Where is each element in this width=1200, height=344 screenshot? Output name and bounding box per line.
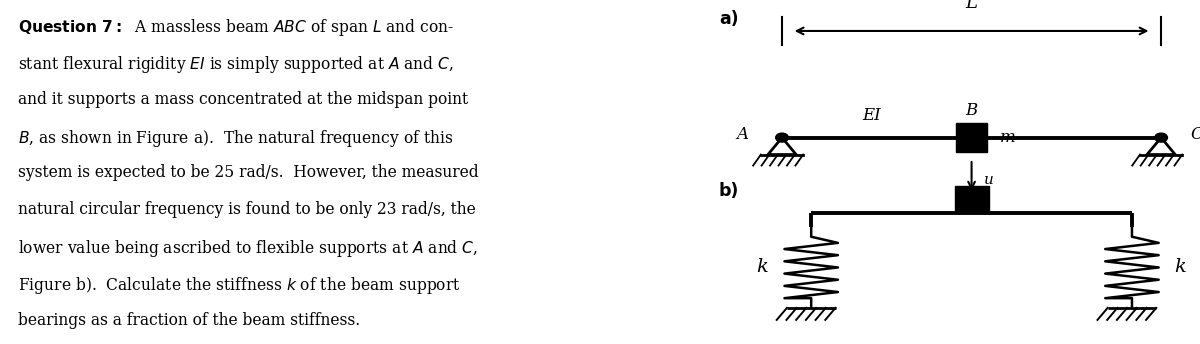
Text: $B$, as shown in Figure a).  The natural frequency of this: $B$, as shown in Figure a). The natural … bbox=[18, 128, 454, 149]
Text: u: u bbox=[984, 173, 994, 187]
Text: stant flexural rigidity $EI$ is simply supported at $A$ and $C$,: stant flexural rigidity $EI$ is simply s… bbox=[18, 54, 454, 75]
Bar bbox=[954, 186, 989, 213]
Bar bbox=[955, 123, 988, 152]
Text: k: k bbox=[1175, 258, 1187, 277]
Text: Figure b).  Calculate the stiffness $k$ of the beam support: Figure b). Calculate the stiffness $k$ o… bbox=[18, 275, 461, 296]
Text: bearings as a fraction of the beam stiffness.: bearings as a fraction of the beam stiff… bbox=[18, 312, 360, 329]
Text: a): a) bbox=[719, 10, 738, 28]
Circle shape bbox=[1154, 133, 1168, 142]
Text: L: L bbox=[966, 0, 978, 12]
Circle shape bbox=[775, 133, 788, 142]
Text: system is expected to be 25 rad/s.  However, the measured: system is expected to be 25 rad/s. Howev… bbox=[18, 164, 479, 181]
Text: $\bf{Question\ 7:}$  A massless beam $ABC$ of span $L$ and con-: $\bf{Question\ 7:}$ A massless beam $ABC… bbox=[18, 17, 454, 38]
Text: B: B bbox=[966, 102, 978, 119]
Text: C: C bbox=[1190, 126, 1200, 143]
Text: natural circular frequency is found to be only 23 rad/s, the: natural circular frequency is found to b… bbox=[18, 201, 475, 218]
Text: b): b) bbox=[719, 182, 739, 200]
Text: lower value being ascribed to flexible supports at $A$ and $C$,: lower value being ascribed to flexible s… bbox=[18, 238, 478, 259]
Text: k: k bbox=[757, 258, 768, 277]
Text: A: A bbox=[736, 126, 748, 143]
Text: EI: EI bbox=[863, 107, 881, 124]
Text: and it supports a mass concentrated at the midspan point: and it supports a mass concentrated at t… bbox=[18, 91, 468, 108]
Text: m: m bbox=[1000, 129, 1015, 146]
